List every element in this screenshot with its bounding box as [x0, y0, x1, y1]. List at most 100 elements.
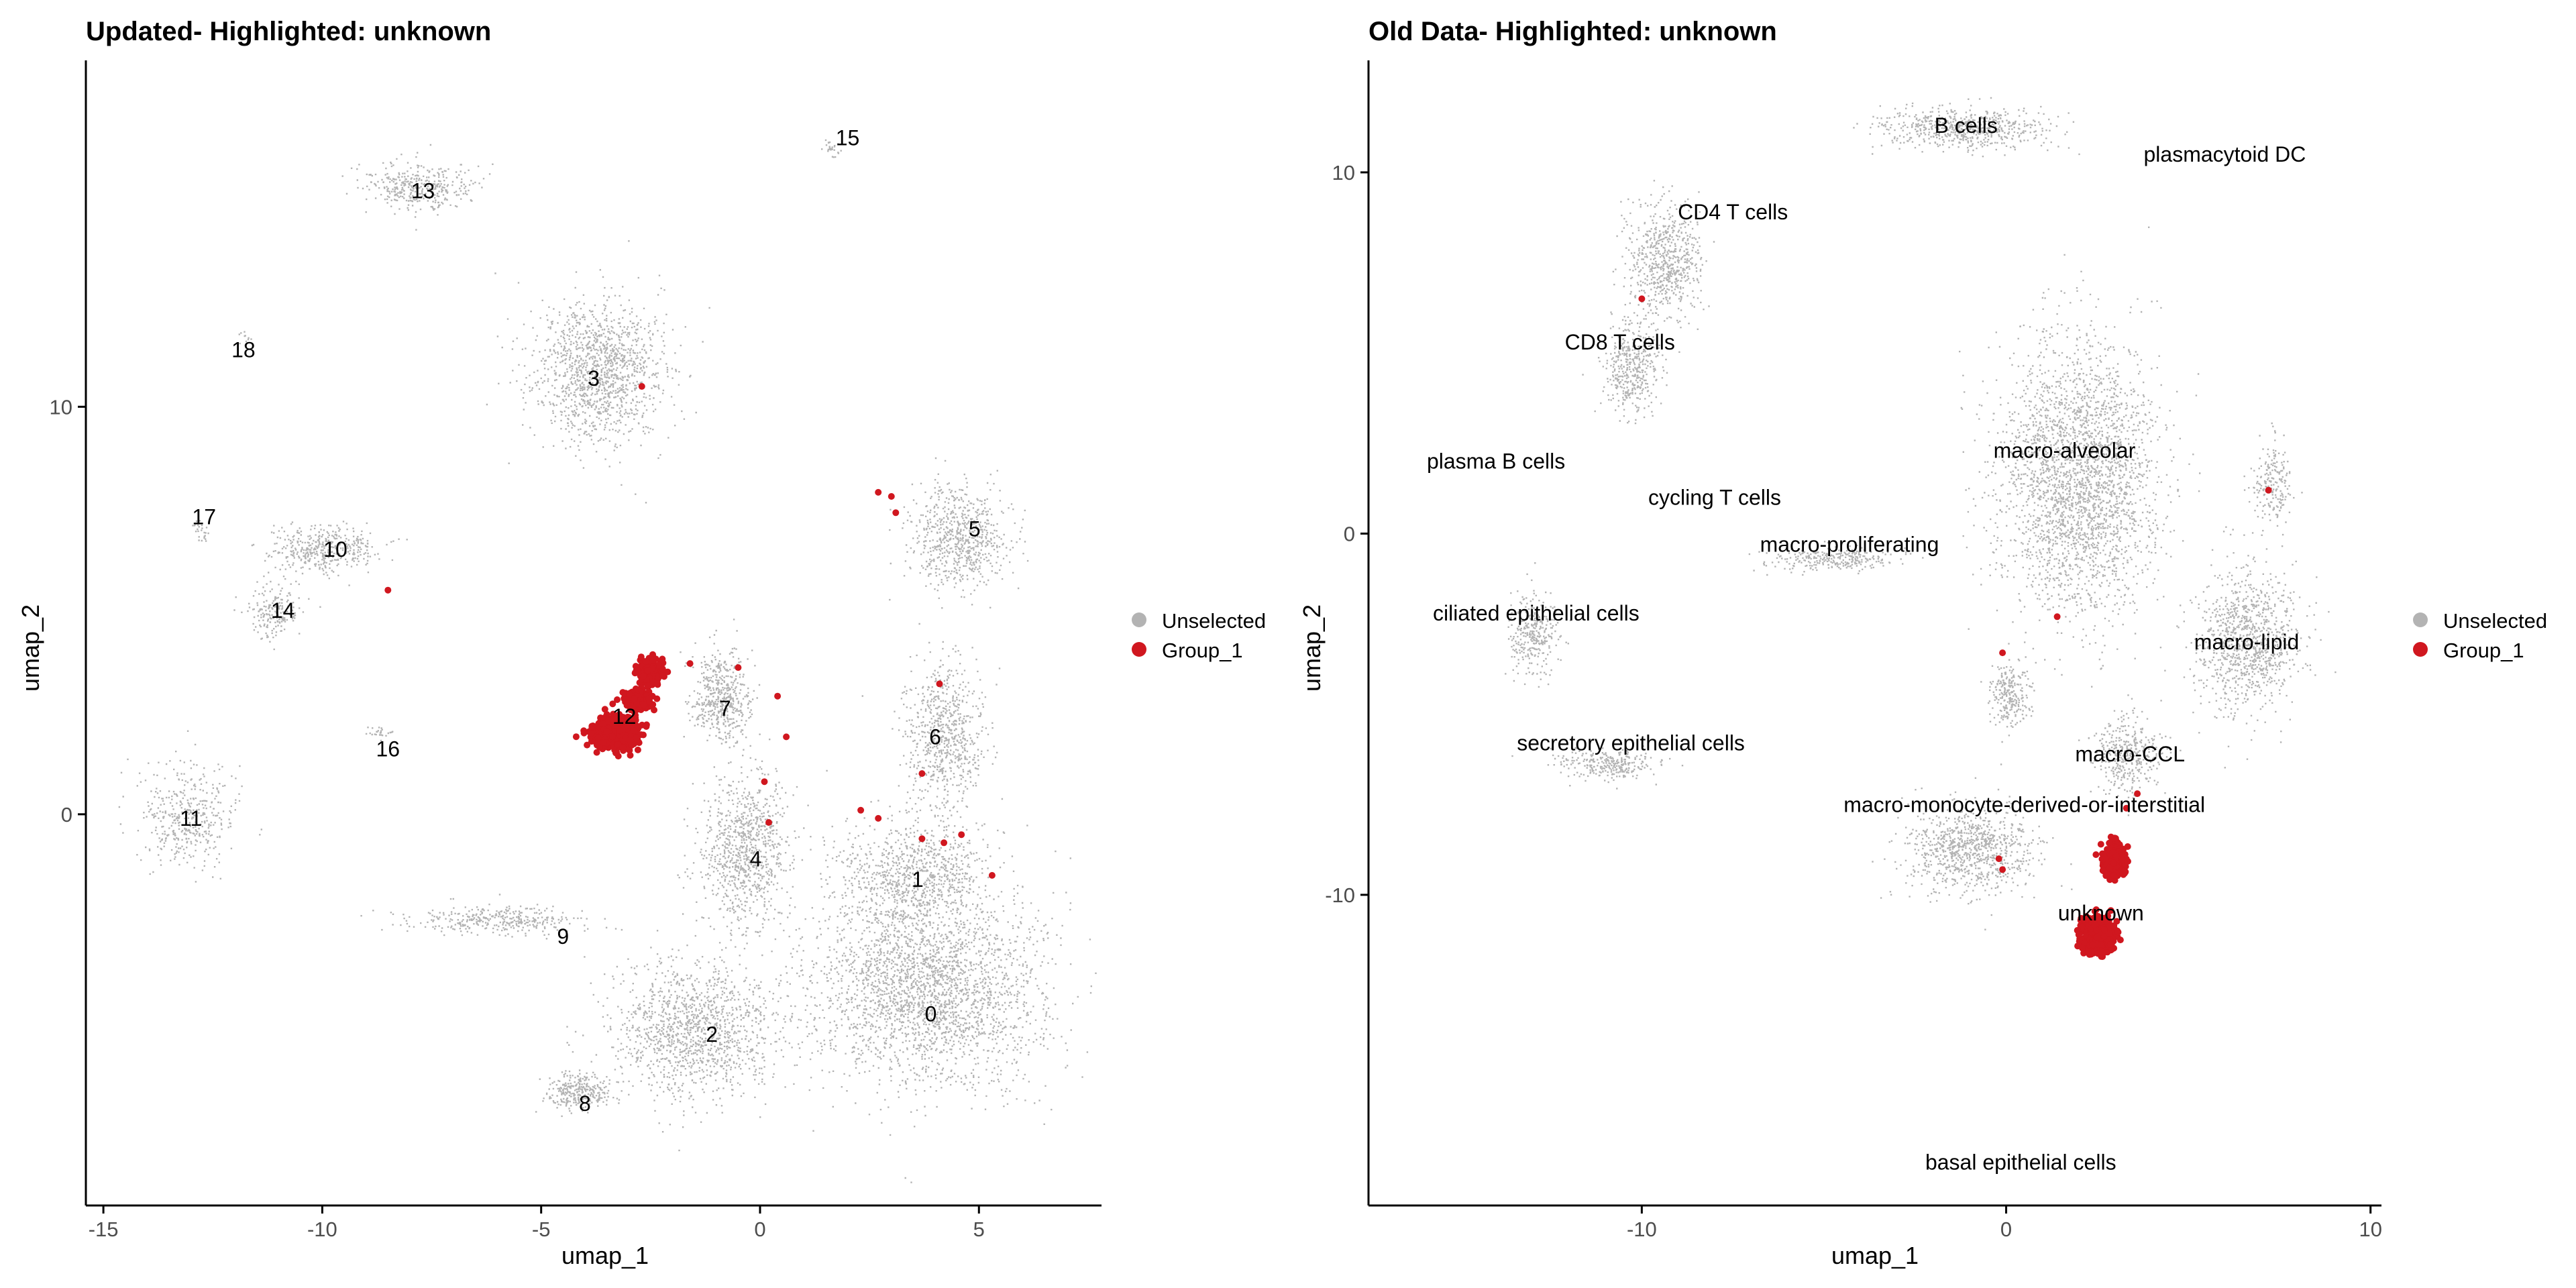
group-1-point — [875, 814, 882, 822]
cluster-label: 18 — [231, 337, 256, 362]
group-1-point — [639, 672, 647, 680]
group-1-point — [2093, 926, 2100, 934]
legend: Unselected Group_1 — [2413, 609, 2547, 662]
unselected-point-cloud — [566, 908, 822, 1152]
unselected-point-cloud — [821, 139, 842, 158]
group-1-point — [2111, 835, 2118, 842]
cluster-label: 3 — [588, 366, 600, 390]
unselected-point-cloud — [238, 331, 252, 345]
group-1-point — [2265, 486, 2272, 494]
umap-panel-old: Old Data- Highlighted: unknown -10 0 10-10… — [1298, 17, 2547, 1269]
group-1-point — [640, 701, 647, 708]
y-tick-label: 10 — [1332, 161, 1355, 184]
group-1-point — [918, 835, 926, 843]
cluster-label: 6 — [929, 724, 941, 749]
group-1-point — [627, 717, 634, 724]
legend-label-group-1: Group_1 — [2443, 639, 2524, 662]
group-1-point — [2092, 906, 2100, 913]
group-1-point — [645, 695, 653, 702]
y-tick-label: 0 — [61, 803, 72, 826]
unselected-point-cloud — [251, 521, 408, 586]
group-1-point — [761, 778, 768, 786]
unselected-point-cloud — [794, 773, 1067, 952]
group-1-point — [610, 710, 616, 718]
cluster-label: 2 — [706, 1022, 718, 1046]
cluster-label: plasmacytoid DC — [2144, 142, 2306, 166]
unselected-point-cloud — [1959, 226, 2201, 702]
x-tick-label: 5 — [973, 1218, 985, 1241]
x-tick-label: -5 — [532, 1218, 551, 1241]
group-1-point — [2106, 930, 2113, 937]
unselected-point-cloud — [233, 572, 321, 651]
group-1-point — [642, 658, 649, 665]
unselected-point-cloud — [1872, 763, 2073, 930]
group-1-point — [614, 696, 621, 703]
legend-key-unselected — [1132, 612, 1146, 627]
x-tick-label: 0 — [2000, 1218, 2012, 1241]
legend-label-unselected: Unselected — [2443, 609, 2547, 633]
cluster-label: 9 — [557, 924, 569, 949]
cluster-label: cycling T cells — [1648, 486, 1781, 510]
cluster-label: ciliated epithelial cells — [1433, 601, 1640, 625]
group-1-point — [626, 690, 633, 698]
group-1-point — [2097, 841, 2104, 848]
group-1-point — [631, 695, 638, 702]
x-tick-label: -10 — [1627, 1218, 1657, 1241]
group-1-point — [600, 720, 607, 728]
group-1-point — [609, 733, 616, 740]
group-1-point — [659, 672, 666, 679]
group-1-point — [2110, 922, 2118, 929]
cluster-label: CD8 T cells — [1565, 330, 1675, 354]
legend-key-unselected — [2413, 612, 2428, 627]
unselected-point-cloud — [2078, 694, 2182, 816]
group-1-point — [2123, 804, 2130, 812]
unselected-point-cloud — [1853, 97, 2080, 158]
group-1-points — [384, 383, 996, 879]
group-1-point — [384, 586, 392, 594]
y-tick-label: 0 — [1344, 522, 1355, 545]
x-tick-label: -15 — [89, 1218, 119, 1241]
cluster-label: 8 — [579, 1091, 591, 1116]
group-1-point — [875, 488, 882, 496]
group-1-point — [888, 493, 895, 500]
cluster-label: plasma B cells — [1427, 449, 1565, 474]
group-1-point — [588, 730, 595, 737]
cluster-label: macro-monocyte-derived-or-interstitial — [1843, 792, 2205, 816]
group-1-point — [941, 839, 948, 847]
y-axis-label: umap_2 — [17, 604, 44, 692]
group-1-point — [783, 733, 790, 741]
group-1-point — [2108, 946, 2116, 953]
group-1-point — [609, 700, 616, 708]
group-1-point — [2104, 912, 2112, 920]
group-1-point — [612, 749, 619, 757]
x-tick-label: 10 — [2359, 1218, 2381, 1241]
cluster-label: 1 — [912, 867, 924, 892]
x-axis-label: umap_1 — [561, 1242, 649, 1269]
group-1-point — [627, 751, 634, 759]
unselected-point-cloud — [677, 731, 828, 980]
cluster-label: 7 — [719, 696, 731, 720]
group-1-point — [645, 667, 651, 674]
y-tick-label: 10 — [50, 395, 72, 419]
group-1-point — [2106, 941, 2114, 948]
group-1-point — [2100, 932, 2108, 940]
group-1-point — [2116, 936, 2124, 944]
group-1-point — [686, 660, 694, 667]
group-1-point — [2094, 934, 2101, 941]
cluster-label: macro-alveolar — [1994, 439, 2136, 463]
group-1-point — [2100, 926, 2108, 934]
group-1-point — [2110, 859, 2117, 867]
group-1-point — [637, 653, 645, 661]
panel-title: Updated- Highlighted: unknown — [86, 17, 491, 46]
y-tick-label: -10 — [1325, 883, 1355, 907]
unselected-point-cloud — [118, 730, 262, 883]
group-1-point — [638, 383, 645, 390]
group-1-point — [2124, 843, 2131, 850]
x-tick-label: 0 — [754, 1218, 765, 1241]
cluster-label: 17 — [192, 504, 216, 529]
group-1-point — [612, 722, 619, 729]
group-1-point — [988, 871, 996, 879]
group-1-point — [621, 695, 628, 702]
group-1-point — [2098, 941, 2105, 948]
